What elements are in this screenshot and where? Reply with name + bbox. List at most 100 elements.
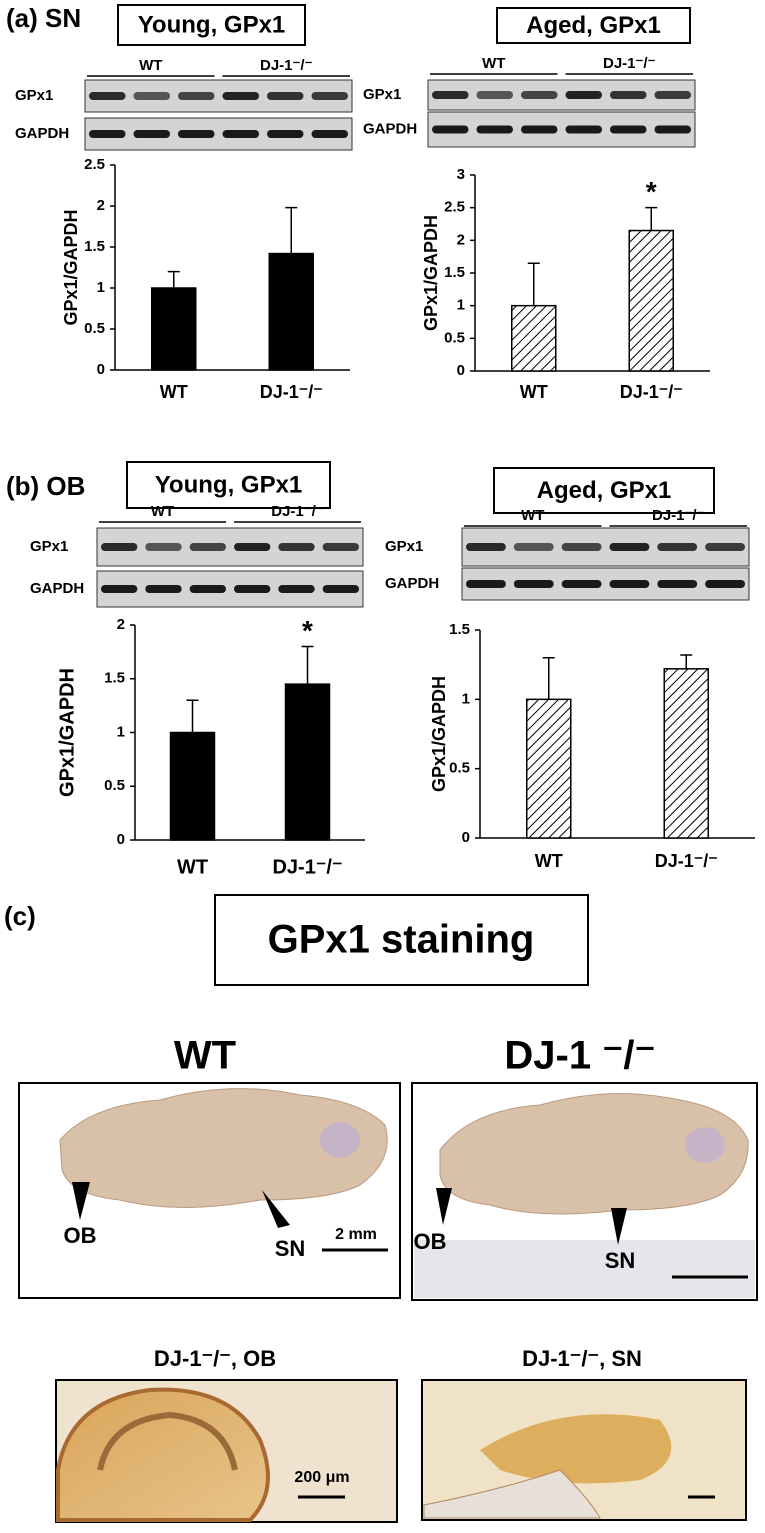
blot-band: [513, 543, 554, 551]
y-tick-label: 1: [97, 279, 105, 296]
y-tick-label: 2: [97, 197, 105, 214]
x-tick-label: WT: [160, 382, 188, 402]
bar: [663, 668, 709, 839]
x-tick-label: WT: [177, 856, 208, 878]
blot-band: [654, 91, 691, 99]
title-box: [493, 467, 715, 514]
blot-band: [267, 130, 304, 138]
region-marker: OB: [414, 1229, 447, 1254]
blot-strip: [96, 570, 364, 608]
blot-band: [513, 580, 554, 588]
blot-band: [311, 130, 348, 138]
blot-band: [432, 91, 469, 99]
group-label: DJ-1⁻/⁻: [652, 507, 705, 524]
y-axis-label: GPx1/GAPDH: [429, 676, 449, 792]
section-image: [411, 1082, 758, 1301]
y-tick-label: 3: [457, 166, 465, 183]
x-tick-label: DJ-1⁻/⁻: [260, 382, 323, 402]
close-up-image: [421, 1379, 747, 1521]
blot-band: [278, 585, 315, 593]
blot-band: [89, 92, 126, 100]
blot-band: [476, 125, 513, 134]
group-label: WT: [151, 503, 174, 520]
close-up-label: DJ-1⁻/⁻, SN: [522, 1346, 642, 1371]
bar: [526, 698, 572, 839]
y-tick-label: 1.5: [444, 264, 465, 281]
group-label: WT: [482, 55, 505, 72]
blot-band: [610, 125, 647, 134]
blot-row-label: GAPDH: [30, 580, 84, 597]
y-tick-label: 1: [462, 690, 470, 707]
y-tick-label: 1.5: [84, 238, 105, 255]
blot-band: [278, 543, 315, 551]
blot-band: [189, 543, 226, 551]
blot-band: [234, 585, 271, 593]
blot-band: [610, 91, 647, 99]
blot-band: [222, 130, 259, 138]
blot-strip: [84, 79, 353, 113]
close-up-label: DJ-1⁻/⁻, OB: [154, 1346, 276, 1371]
blot-band: [101, 543, 138, 551]
y-tick-label: 0: [457, 362, 465, 379]
y-tick-label: 1: [117, 723, 125, 740]
staining-title: GPx1 staining: [268, 918, 535, 962]
blot-row-label: GAPDH: [385, 575, 439, 592]
y-axis-label: GPx1/GAPDH: [421, 215, 441, 331]
blot-band: [145, 585, 182, 593]
y-tick-label: 2.5: [84, 156, 105, 173]
group-label: DJ-1⁻/⁻: [260, 57, 313, 74]
x-tick-label: DJ-1⁻/⁻: [620, 382, 683, 402]
blot-band: [609, 543, 650, 551]
panel-label: (c): [4, 901, 36, 931]
error-bar: [285, 206, 298, 254]
blot-band: [521, 125, 558, 134]
error-bar: [542, 656, 555, 700]
group-label: DJ-1⁻/⁻: [603, 55, 656, 72]
error-bar: [301, 645, 314, 685]
y-tick-label: 0.5: [444, 329, 465, 346]
error-bar: [645, 206, 658, 231]
y-tick-label: 0: [462, 829, 470, 846]
significance-mark: *: [302, 615, 313, 646]
blot-row-label: GPx1: [15, 87, 53, 104]
y-axis-label: GPx1/GAPDH: [56, 668, 78, 797]
blot-band: [705, 543, 745, 551]
section-image: [18, 1082, 401, 1299]
error-bar: [527, 262, 540, 306]
error-bar: [167, 270, 180, 288]
blot-band: [189, 585, 226, 593]
blot-band: [565, 125, 602, 134]
genotype-label: WT: [174, 1034, 236, 1078]
panel-label: (a) SN: [6, 3, 81, 33]
y-tick-label: 1.5: [104, 670, 125, 687]
region-marker: SN: [605, 1248, 636, 1273]
y-tick-label: 1.5: [449, 621, 470, 638]
y-tick-label: 0.5: [84, 320, 105, 337]
chart-title: Young, GPx1: [155, 471, 303, 498]
group-label: DJ-1⁻/⁻: [271, 503, 324, 520]
blot-row-label: GPx1: [385, 538, 423, 555]
blot-band: [133, 130, 170, 138]
region-marker: OB: [64, 1223, 97, 1248]
blot-strip: [461, 527, 750, 567]
blot-row-label: GPx1: [363, 86, 401, 103]
error-bar: [186, 699, 199, 733]
title-box: [126, 461, 331, 509]
blot-band: [561, 543, 602, 551]
blot-band: [657, 580, 698, 588]
blot-band: [101, 585, 138, 593]
blot-strip: [427, 111, 696, 148]
x-tick-label: DJ-1⁻/⁻: [272, 856, 342, 878]
blot-band: [476, 91, 513, 99]
title-box: [496, 7, 691, 44]
blot-band: [133, 92, 170, 100]
close-up-image: [55, 1379, 398, 1523]
error-bar: [680, 654, 693, 669]
y-tick-label: 0.5: [449, 760, 470, 777]
y-tick-label: 2: [117, 616, 125, 633]
y-tick-label: 0.5: [104, 777, 125, 794]
bar: [169, 731, 216, 841]
blot-band: [466, 543, 506, 551]
chart-title: Young, GPx1: [138, 11, 286, 38]
